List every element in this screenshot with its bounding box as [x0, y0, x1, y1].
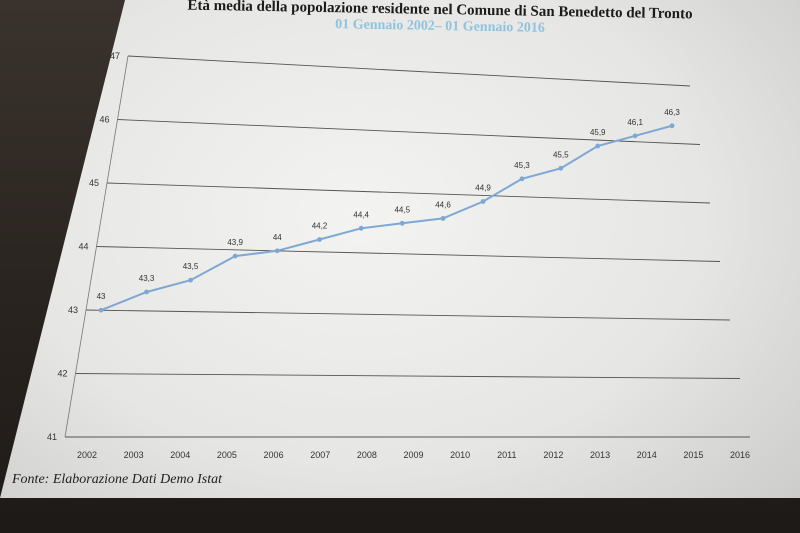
source-note: Fonte: Elaborazione Dati Demo Istat — [12, 472, 222, 487]
data-label: 46,3 — [664, 108, 680, 117]
data-label: 43,5 — [183, 262, 199, 271]
x-tick-label: 2004 — [170, 450, 190, 460]
data-point — [558, 165, 564, 171]
y-tick-label: 43 — [68, 305, 78, 315]
y-tick-label: 44 — [78, 242, 88, 252]
data-point — [519, 176, 525, 182]
data-point — [632, 133, 638, 139]
data-point — [188, 277, 193, 283]
data-label: 44,5 — [394, 205, 410, 214]
series-path — [100, 124, 673, 312]
y-tick-label: 45 — [89, 178, 99, 188]
x-axis-ticks: 2002 2003 2004 2005 2006 2007 2008 2009 2010 2011… — [77, 450, 750, 460]
data-points — [98, 123, 675, 313]
data-label: 44,9 — [475, 184, 491, 193]
data-point — [358, 225, 364, 231]
x-tick-label: 2012 — [543, 450, 563, 460]
y-tick-label: 46 — [99, 115, 109, 125]
data-point — [480, 199, 486, 204]
data-label: 45,9 — [590, 128, 606, 137]
data-label: 45,5 — [553, 150, 569, 159]
x-tick-label: 2003 — [124, 450, 144, 460]
x-tick-label: 2009 — [403, 450, 423, 460]
data-point — [399, 220, 405, 226]
data-label: 44,6 — [435, 200, 451, 209]
x-tick-label: 2013 — [590, 450, 610, 460]
gridline-47 — [127, 55, 691, 87]
gridline-45 — [106, 182, 711, 204]
data-point — [98, 307, 104, 313]
data-point — [317, 237, 322, 242]
data-label: 43,3 — [139, 274, 155, 283]
data-label: 44,4 — [353, 210, 369, 219]
gridline-42 — [75, 373, 741, 379]
gridline-46 — [117, 119, 701, 145]
data-point — [669, 123, 675, 129]
x-tick-label: 2006 — [264, 450, 284, 460]
data-point — [274, 248, 280, 254]
gridline-43 — [85, 309, 731, 321]
x-tick-label: 2015 — [683, 450, 703, 460]
y-tick-label: 47 — [110, 51, 120, 61]
x-tick-label: 2014 — [637, 450, 657, 460]
x-tick-label: 2008 — [357, 450, 377, 460]
x-tick-label: 2010 — [450, 450, 470, 460]
data-label: 44,2 — [312, 222, 328, 231]
data-point — [144, 289, 149, 295]
data-labels: 43 43,3 43,5 43,9 44 44,2 44,4 44,5 44,6 44,9 45,3… — [97, 108, 681, 301]
gridline-44 — [96, 246, 721, 262]
x-tick-label: 2007 — [310, 450, 330, 460]
data-label: 43 — [97, 292, 106, 301]
data-label: 44 — [273, 233, 282, 242]
series-line — [100, 124, 673, 312]
data-label: 46,1 — [627, 118, 643, 127]
gridlines — [64, 55, 750, 438]
y-tick-label: 41 — [47, 432, 57, 442]
x-tick-label: 2016 — [730, 450, 750, 460]
x-tick-label: 2005 — [217, 450, 237, 460]
x-tick-label: 2011 — [497, 450, 516, 460]
y-axis-line — [64, 55, 129, 438]
y-tick-label: 42 — [57, 369, 67, 379]
data-point — [232, 253, 238, 259]
data-label: 43,9 — [227, 238, 243, 247]
data-point — [440, 216, 446, 221]
x-tick-label: 2002 — [77, 450, 97, 460]
data-label: 45,3 — [514, 161, 530, 170]
data-point — [595, 143, 601, 149]
y-axis-ticks: 41 42 43 44 45 46 47 — [47, 51, 120, 442]
